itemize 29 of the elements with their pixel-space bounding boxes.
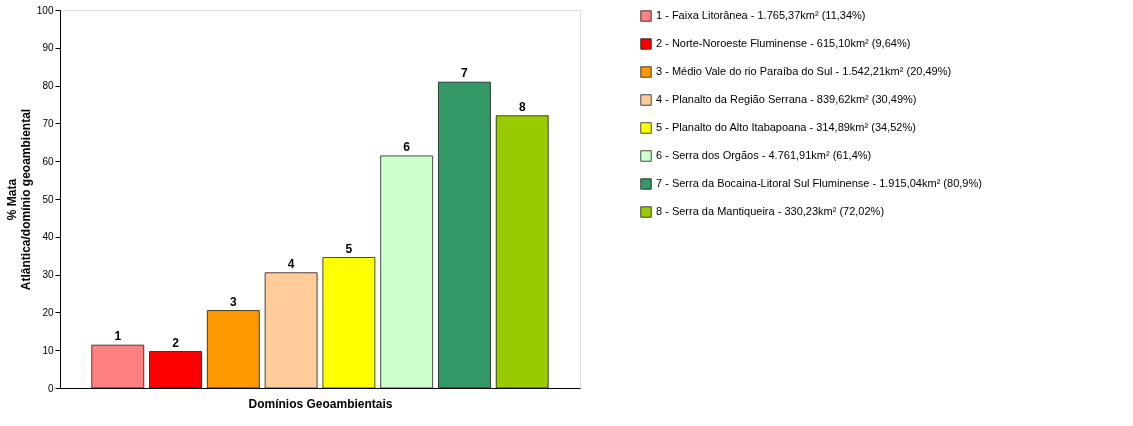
legend-label: 1 - Faixa Litorânea - 1.765,37km² (11,34%) xyxy=(656,9,866,21)
y-tick-label: 100 xyxy=(36,4,54,16)
x-tick-label: 2 xyxy=(172,335,180,350)
x-axis-title: Domínios Geoambientais xyxy=(248,396,393,411)
legend-label: 8 - Serra da Mantiqueira - 330,23km² (72,02%) xyxy=(656,205,885,217)
y-tick-label: 40 xyxy=(42,231,54,243)
legend-label: 3 - Médio Vale do rio Paraíba do Sul - 1.542,21km² (20,49%) xyxy=(656,65,952,77)
x-tick-label: 1 xyxy=(114,329,122,344)
y-tick-label: 20 xyxy=(42,306,54,318)
legend-label: 5 - Planalto do Alto Itabapoana - 314,89km² (34,52%) xyxy=(656,121,916,133)
y-tick-label: 10 xyxy=(42,344,54,356)
x-tick-label: 5 xyxy=(345,241,353,256)
y-tick-label: 50 xyxy=(42,193,54,205)
y-tick-label: 60 xyxy=(42,155,54,167)
legend-label: 7 - Serra da Bocaina-Litoral Sul Fluminense - 1.915,04km² (80,9%) xyxy=(656,177,982,189)
y-axis-title: % Mata Atlântica/domínio geoambiental xyxy=(4,108,33,291)
x-tick-label: 8 xyxy=(518,99,526,114)
legend-label: 2 - Norte-Noroeste Fluminense - 615,10km² (9,64%) xyxy=(656,37,911,49)
x-tick-label: 3 xyxy=(229,294,237,309)
y-tick-label: 90 xyxy=(42,42,54,54)
x-tick-label: 4 xyxy=(287,256,295,271)
y-tick-label: 0 xyxy=(47,382,54,394)
legend-label: 4 - Planalto da Região Serrana - 839,62km² (30,49%) xyxy=(656,93,917,105)
x-tick-label: 6 xyxy=(403,139,411,154)
legend-label: 6 - Serra dos Orgãos - 4.761,91km² (61,4%) xyxy=(656,149,872,161)
y-tick-label: 70 xyxy=(42,117,54,129)
x-tick-label: 7 xyxy=(461,66,469,81)
y-tick-label: 30 xyxy=(42,269,54,281)
y-tick-label: 80 xyxy=(42,80,54,92)
